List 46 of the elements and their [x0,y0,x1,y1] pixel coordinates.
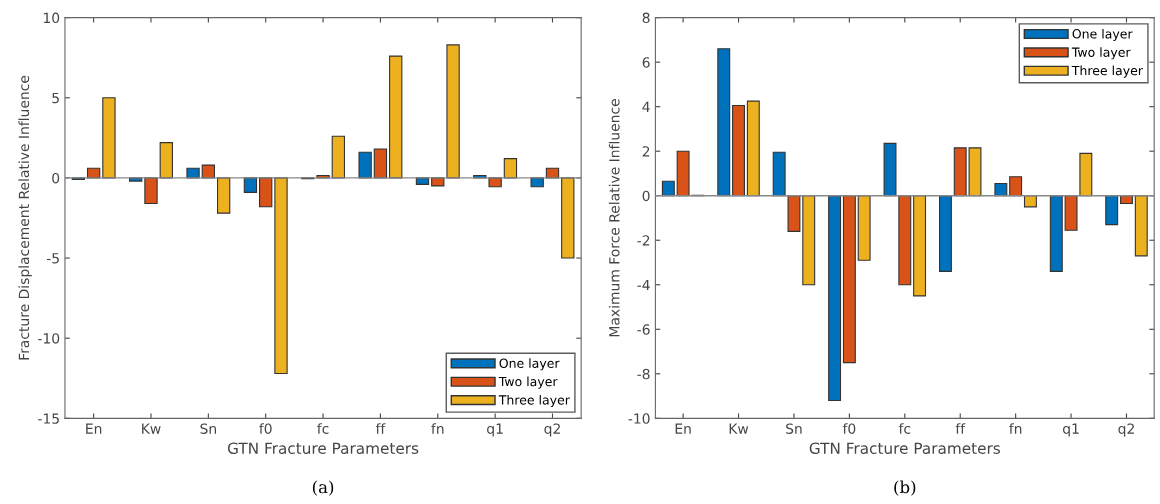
legend-label: Three layer [1071,65,1143,78]
y-tick-label: 8 [642,12,650,24]
y-tick-label: 10 [43,12,60,24]
x-axis-title: GTN Fracture Parameters [809,442,1001,454]
legend-label: Three layer [498,394,570,408]
y-tick-label: -8 [637,368,650,380]
y-tick-label: -15 [38,413,59,424]
x-tick-label: Sn [786,423,802,434]
y-tick-label: -10 [628,413,650,424]
x-tick-label: f0 [259,423,272,434]
y-tick-label: -5 [46,253,59,264]
legend-label: One layer [499,358,560,371]
x-axis-title: GTN Fracture Parameters [227,442,419,454]
y-tick-label: -10 [38,333,60,344]
x-tick-label: Sn [200,423,216,434]
x-tick-label: f0 [842,423,856,434]
y-axis-title: Maximum Force Relative Influence [608,99,620,337]
y-tick-label: 4 [642,101,650,112]
x-tick-label: ff [955,423,966,434]
legend-label: Two layer [1071,47,1131,60]
x-tick-label: fc [898,423,911,434]
x-tick-label: fn [431,423,444,434]
x-tick-label: En [675,423,691,434]
x-tick-label: q1 [487,423,503,437]
y-tick-label: 2 [642,146,650,157]
x-tick-label: ff [375,423,386,434]
y-tick-label: -4 [637,279,650,291]
y-tick-label: 5 [52,92,59,104]
x-tick-label: q2 [1118,423,1134,437]
y-tick-label: 6 [642,57,650,68]
legend-label: One layer [1072,28,1133,41]
x-tick-label: Kw [729,423,749,434]
y-tick-label: 0 [52,172,60,184]
text: (a) [312,480,334,496]
x-tick-label: Kw [142,423,161,434]
x-tick-label: q2 [544,423,560,437]
y-axis-title: Fracture Displacement Relative Influence [18,75,32,360]
y-tick-label: 0 [642,190,650,202]
x-tick-label: fc [317,423,329,434]
y-tick-label: -6 [637,324,650,335]
x-tick-label: fn [1009,423,1022,434]
x-tick-label: En [86,423,102,434]
legend-label: Two layer [498,376,558,389]
y-tick-label: -2 [637,235,650,246]
x-tick-label: q1 [1063,423,1079,437]
text: (b) [894,480,916,496]
